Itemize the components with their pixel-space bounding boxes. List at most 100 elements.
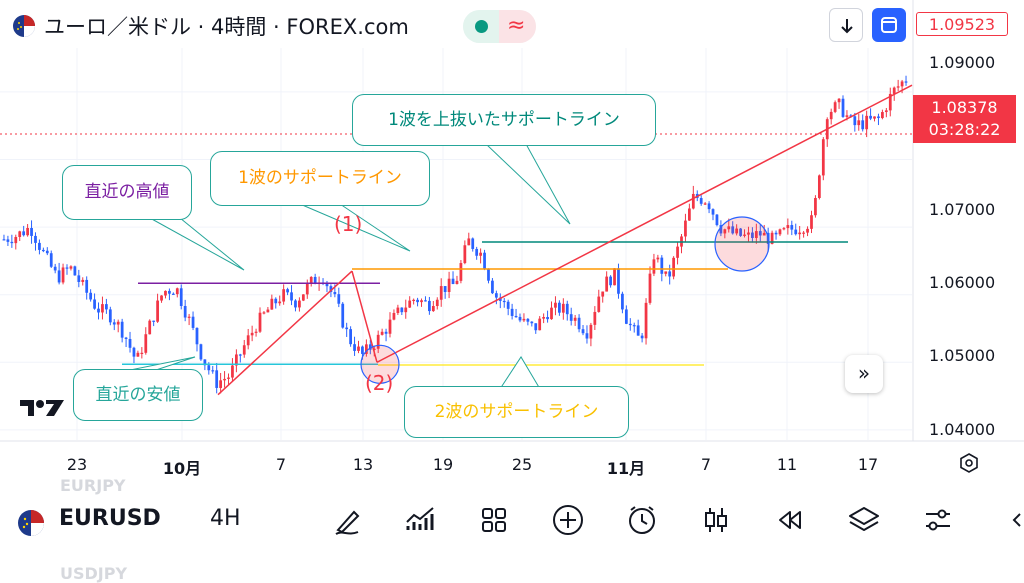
candle-body xyxy=(723,229,727,234)
candle-body xyxy=(829,111,833,120)
candle-body xyxy=(278,301,282,304)
candle-body xyxy=(861,120,865,130)
callout-wave2-support[interactable]: 2波のサポートライン xyxy=(404,386,629,438)
candle-body xyxy=(171,293,175,295)
candle-body xyxy=(286,289,289,293)
callout-recent-low[interactable]: 直近の安値 xyxy=(73,369,203,421)
indicators-button[interactable] xyxy=(400,500,440,540)
candle-body xyxy=(45,250,49,254)
callout-recent-high[interactable]: 直近の高値 xyxy=(62,165,192,220)
alert-button[interactable] xyxy=(622,500,662,540)
candle-body xyxy=(731,226,735,234)
candle-body xyxy=(14,236,18,244)
replay-button[interactable] xyxy=(770,500,810,540)
candle-body xyxy=(455,280,459,285)
candle-body xyxy=(565,303,569,315)
candle-body xyxy=(211,370,215,372)
candle-body xyxy=(325,282,329,287)
x-label: 11月 xyxy=(606,459,646,478)
layers-icon xyxy=(849,507,879,531)
wave2-mark: (2) xyxy=(365,371,394,395)
candle-body xyxy=(881,112,884,119)
candle-body xyxy=(140,352,144,355)
candle-body xyxy=(349,329,352,345)
candle-body xyxy=(309,276,313,284)
candle-body xyxy=(865,115,869,130)
candle-body xyxy=(384,331,388,334)
fullscreen-button[interactable] xyxy=(872,8,906,42)
settings-button[interactable] xyxy=(918,500,958,540)
candle-body xyxy=(404,307,408,313)
candle-body xyxy=(569,314,573,321)
candle-body xyxy=(116,321,120,325)
candle-body xyxy=(199,344,203,360)
draw-button[interactable] xyxy=(328,500,368,540)
candle-body xyxy=(215,370,219,388)
candle-body xyxy=(573,317,577,321)
candle-body xyxy=(530,321,534,324)
chart-title[interactable]: ユーロ／米ドル · 4時間 · FOREX.com xyxy=(44,15,409,39)
candle-body xyxy=(274,298,278,304)
candle-body xyxy=(128,338,132,348)
candle-body xyxy=(108,309,112,323)
candle-body xyxy=(451,278,455,285)
candle-body xyxy=(93,299,96,309)
candle-body xyxy=(439,286,443,300)
x-label: 19 xyxy=(432,455,454,474)
scroll-to-realtime-button[interactable]: » xyxy=(845,355,883,393)
tradingview-logo-icon[interactable] xyxy=(18,396,66,420)
candle-body xyxy=(223,378,226,381)
candle-body xyxy=(270,298,274,310)
candle-body xyxy=(97,308,100,313)
symbol-selector[interactable]: EURUSD xyxy=(59,506,161,531)
layers-button[interactable] xyxy=(844,500,884,540)
market-status[interactable]: ≈ xyxy=(463,10,536,43)
candle-body xyxy=(577,317,581,330)
callout-wave1-support[interactable]: 1波のサポートライン xyxy=(210,151,430,206)
candle-body xyxy=(250,332,254,336)
candle-body xyxy=(522,318,526,321)
candle-body xyxy=(762,232,766,236)
candle-body xyxy=(183,305,187,318)
x-label: 13 xyxy=(352,455,374,474)
candles-icon xyxy=(705,508,727,532)
candle-body xyxy=(542,317,546,319)
candle-body xyxy=(337,294,341,304)
candle-body xyxy=(754,231,758,238)
layouts-button[interactable] xyxy=(474,500,514,540)
candle-body xyxy=(743,234,746,236)
candle-body xyxy=(609,276,612,286)
y-label: 1.09000 xyxy=(929,53,996,72)
candle-body xyxy=(101,304,104,313)
candle-body xyxy=(396,307,400,313)
candle-body xyxy=(246,335,250,346)
candle-body xyxy=(144,334,148,353)
candle-body xyxy=(751,232,754,238)
last-price-value: 1.09523 xyxy=(928,15,996,34)
callout-wave1-break[interactable]: 1波を上抜いたサポートライン xyxy=(352,94,656,146)
candle-body xyxy=(660,257,664,274)
candle-body xyxy=(38,242,41,250)
more-tools-button[interactable] xyxy=(1006,500,1024,540)
candle-body xyxy=(640,335,644,339)
candle-body xyxy=(510,308,514,316)
candle-body xyxy=(794,229,798,235)
add-icon xyxy=(553,505,583,535)
candle-body xyxy=(294,300,297,308)
chart-type-button[interactable] xyxy=(696,500,736,540)
candle-body xyxy=(34,235,37,243)
recent-high-pointer xyxy=(149,217,245,271)
add-button[interactable] xyxy=(548,500,588,540)
candle-body xyxy=(120,321,124,338)
interval-selector[interactable]: 4H xyxy=(210,506,241,531)
candle-body xyxy=(774,232,778,235)
candle-body xyxy=(581,329,585,334)
y-label: 1.07000 xyxy=(929,200,996,219)
axis-settings-icon[interactable] xyxy=(958,452,980,474)
scroll-down-button[interactable] xyxy=(829,8,863,42)
candle-body xyxy=(412,299,416,302)
candle-body xyxy=(191,316,195,328)
candle-body xyxy=(313,276,317,285)
candle-body xyxy=(561,303,565,313)
candle-body xyxy=(672,257,676,277)
